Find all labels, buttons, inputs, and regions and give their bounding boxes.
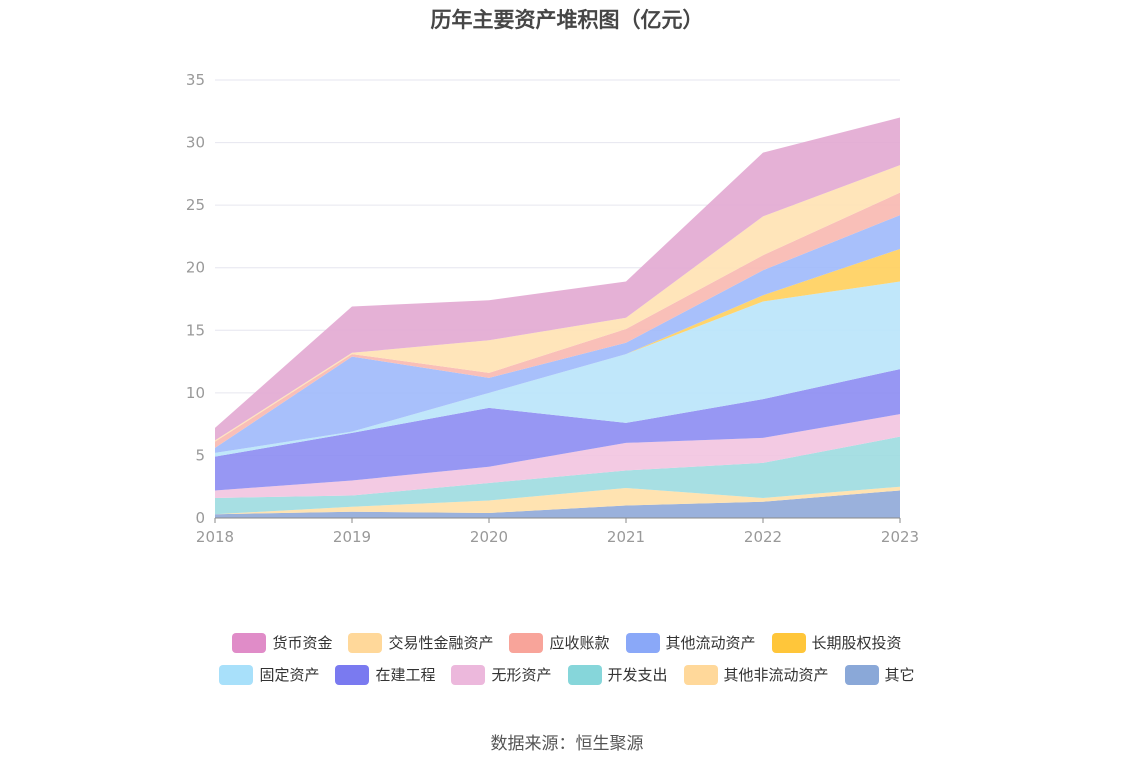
legend-label: 其他流动资产 bbox=[665, 634, 756, 652]
x-tick-label: 2023 bbox=[881, 528, 919, 546]
legend-item-在建工程[interactable]: 在建工程 bbox=[335, 664, 435, 685]
legend-item-货币资金[interactable]: 货币资金 bbox=[232, 632, 332, 653]
legend-swatch bbox=[219, 664, 254, 685]
legend-item-无形资产[interactable]: 无形资产 bbox=[451, 664, 552, 685]
source-note: 数据来源：恒生聚源 bbox=[490, 734, 644, 754]
x-tick-label: 2020 bbox=[470, 528, 508, 546]
y-tick-label: 10 bbox=[186, 384, 205, 402]
area-货币资金[interactable] bbox=[215, 117, 900, 441]
legend-item-其他非流动资产[interactable]: 其他非流动资产 bbox=[683, 664, 829, 685]
legend-item-其它[interactable]: 其它 bbox=[844, 664, 915, 685]
y-tick-label: 30 bbox=[186, 134, 205, 152]
chart-title: 历年主要资产堆积图（亿元） bbox=[430, 8, 704, 32]
area-其他非流动资产[interactable] bbox=[215, 486, 900, 515]
area-series bbox=[215, 117, 900, 518]
legend-swatch bbox=[625, 632, 660, 653]
legend-swatch bbox=[348, 632, 383, 653]
x-tick-label: 2021 bbox=[607, 528, 645, 546]
legend-label: 在建工程 bbox=[375, 666, 436, 684]
axes: 0 5 10 15 20 25 30 35 2018 2019 2020 2021 2022 2023 bbox=[186, 71, 919, 546]
legend-swatch bbox=[232, 632, 267, 653]
stacked-area-chart: 0 5 10 15 20 25 30 35 2018 2019 2020 2021 2022 2023 bbox=[186, 71, 919, 546]
legend-item-其他流动资产[interactable]: 其他流动资产 bbox=[625, 632, 756, 653]
y-tick-label: 20 bbox=[186, 259, 205, 277]
legend-label: 开发支出 bbox=[607, 666, 668, 684]
legend-label: 无形资产 bbox=[491, 666, 552, 684]
area-其他流动资产[interactable] bbox=[215, 215, 900, 453]
legend-item-开发支出[interactable]: 开发支出 bbox=[567, 664, 668, 685]
legend-label: 长期股权投资 bbox=[811, 634, 902, 652]
legend-swatch bbox=[451, 664, 486, 685]
area-在建工程[interactable] bbox=[215, 369, 900, 491]
x-tick-label: 2019 bbox=[333, 528, 371, 546]
y-tick-label: 35 bbox=[186, 71, 205, 89]
legend-item-长期股权投资[interactable]: 长期股权投资 bbox=[771, 632, 902, 653]
area-固定资产[interactable] bbox=[215, 281, 900, 457]
legend-label: 交易性金融资产 bbox=[388, 634, 494, 652]
y-tick-label: 5 bbox=[195, 446, 205, 464]
legend-label: 固定资产 bbox=[259, 666, 320, 684]
legend-label: 货币资金 bbox=[272, 634, 333, 652]
legend-label: 其它 bbox=[884, 666, 915, 684]
legend-row-2: 固定资产 在建工程 无形资产 开发支出 其他非流动资产 其它 bbox=[0, 664, 1134, 685]
area-开发支出[interactable] bbox=[215, 436, 900, 515]
area-无形资产[interactable] bbox=[215, 414, 900, 498]
area-交易性金融资产[interactable] bbox=[215, 165, 900, 442]
area-其它[interactable] bbox=[215, 490, 900, 518]
legend-swatch bbox=[335, 664, 370, 685]
legend-swatch bbox=[683, 664, 718, 685]
legend-swatch bbox=[567, 664, 602, 685]
legend-label: 其他非流动资产 bbox=[723, 666, 829, 684]
legend-label: 应收账款 bbox=[549, 634, 610, 652]
legend-swatch bbox=[844, 664, 879, 685]
y-tick-label: 15 bbox=[186, 321, 205, 339]
y-tick-label: 0 bbox=[195, 509, 205, 527]
legend-item-应收账款[interactable]: 应收账款 bbox=[509, 632, 610, 653]
x-tick-label: 2022 bbox=[744, 528, 782, 546]
y-tick-label: 25 bbox=[186, 196, 205, 214]
legend-row-1: 货币资金 交易性金融资产 应收账款 其他流动资产 长期股权投资 bbox=[0, 632, 1134, 653]
legend-item-交易性金融资产[interactable]: 交易性金融资产 bbox=[348, 632, 493, 653]
legend-swatch bbox=[771, 632, 806, 653]
x-tick-label: 2018 bbox=[196, 528, 234, 546]
legend-swatch bbox=[509, 632, 544, 653]
legend-item-固定资产[interactable]: 固定资产 bbox=[219, 664, 319, 685]
